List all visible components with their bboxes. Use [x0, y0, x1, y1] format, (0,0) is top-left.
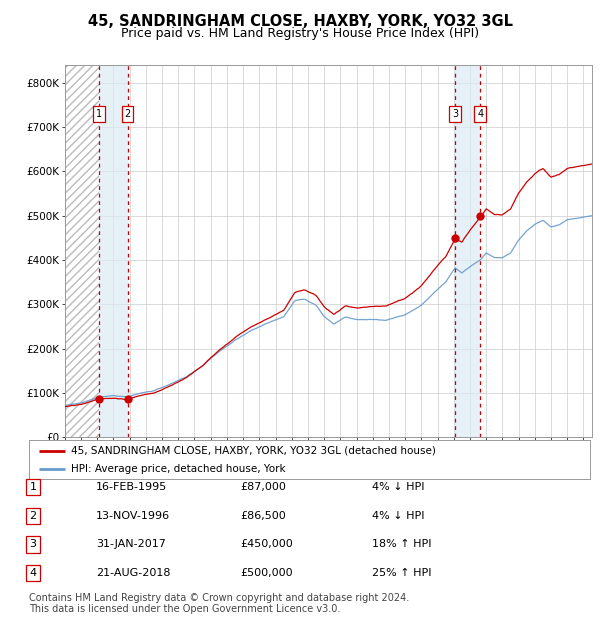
Text: This data is licensed under the Open Government Licence v3.0.: This data is licensed under the Open Gov… — [29, 604, 340, 614]
Text: 4% ↓ HPI: 4% ↓ HPI — [372, 511, 425, 521]
Text: £450,000: £450,000 — [240, 539, 293, 549]
Text: 21-AUG-2018: 21-AUG-2018 — [96, 568, 170, 578]
Text: 3: 3 — [452, 109, 458, 119]
Text: 4% ↓ HPI: 4% ↓ HPI — [372, 482, 425, 492]
Text: 2: 2 — [124, 109, 131, 119]
Text: 3: 3 — [29, 539, 37, 549]
Text: £86,500: £86,500 — [240, 511, 286, 521]
Text: 25% ↑ HPI: 25% ↑ HPI — [372, 568, 431, 578]
Text: £500,000: £500,000 — [240, 568, 293, 578]
Text: 2: 2 — [29, 511, 37, 521]
Text: Contains HM Land Registry data © Crown copyright and database right 2024.: Contains HM Land Registry data © Crown c… — [29, 593, 409, 603]
Text: £87,000: £87,000 — [240, 482, 286, 492]
Text: 16-FEB-1995: 16-FEB-1995 — [96, 482, 167, 492]
Text: 45, SANDRINGHAM CLOSE, HAXBY, YORK, YO32 3GL (detached house): 45, SANDRINGHAM CLOSE, HAXBY, YORK, YO32… — [71, 446, 436, 456]
Text: HPI: Average price, detached house, York: HPI: Average price, detached house, York — [71, 464, 286, 474]
Text: 4: 4 — [477, 109, 484, 119]
Text: 13-NOV-1996: 13-NOV-1996 — [96, 511, 170, 521]
Text: 4: 4 — [29, 568, 37, 578]
Text: 31-JAN-2017: 31-JAN-2017 — [96, 539, 166, 549]
Text: 1: 1 — [29, 482, 37, 492]
Text: 1: 1 — [96, 109, 102, 119]
Text: 18% ↑ HPI: 18% ↑ HPI — [372, 539, 431, 549]
Text: 45, SANDRINGHAM CLOSE, HAXBY, YORK, YO32 3GL: 45, SANDRINGHAM CLOSE, HAXBY, YORK, YO32… — [88, 14, 512, 29]
Text: Price paid vs. HM Land Registry's House Price Index (HPI): Price paid vs. HM Land Registry's House … — [121, 27, 479, 40]
